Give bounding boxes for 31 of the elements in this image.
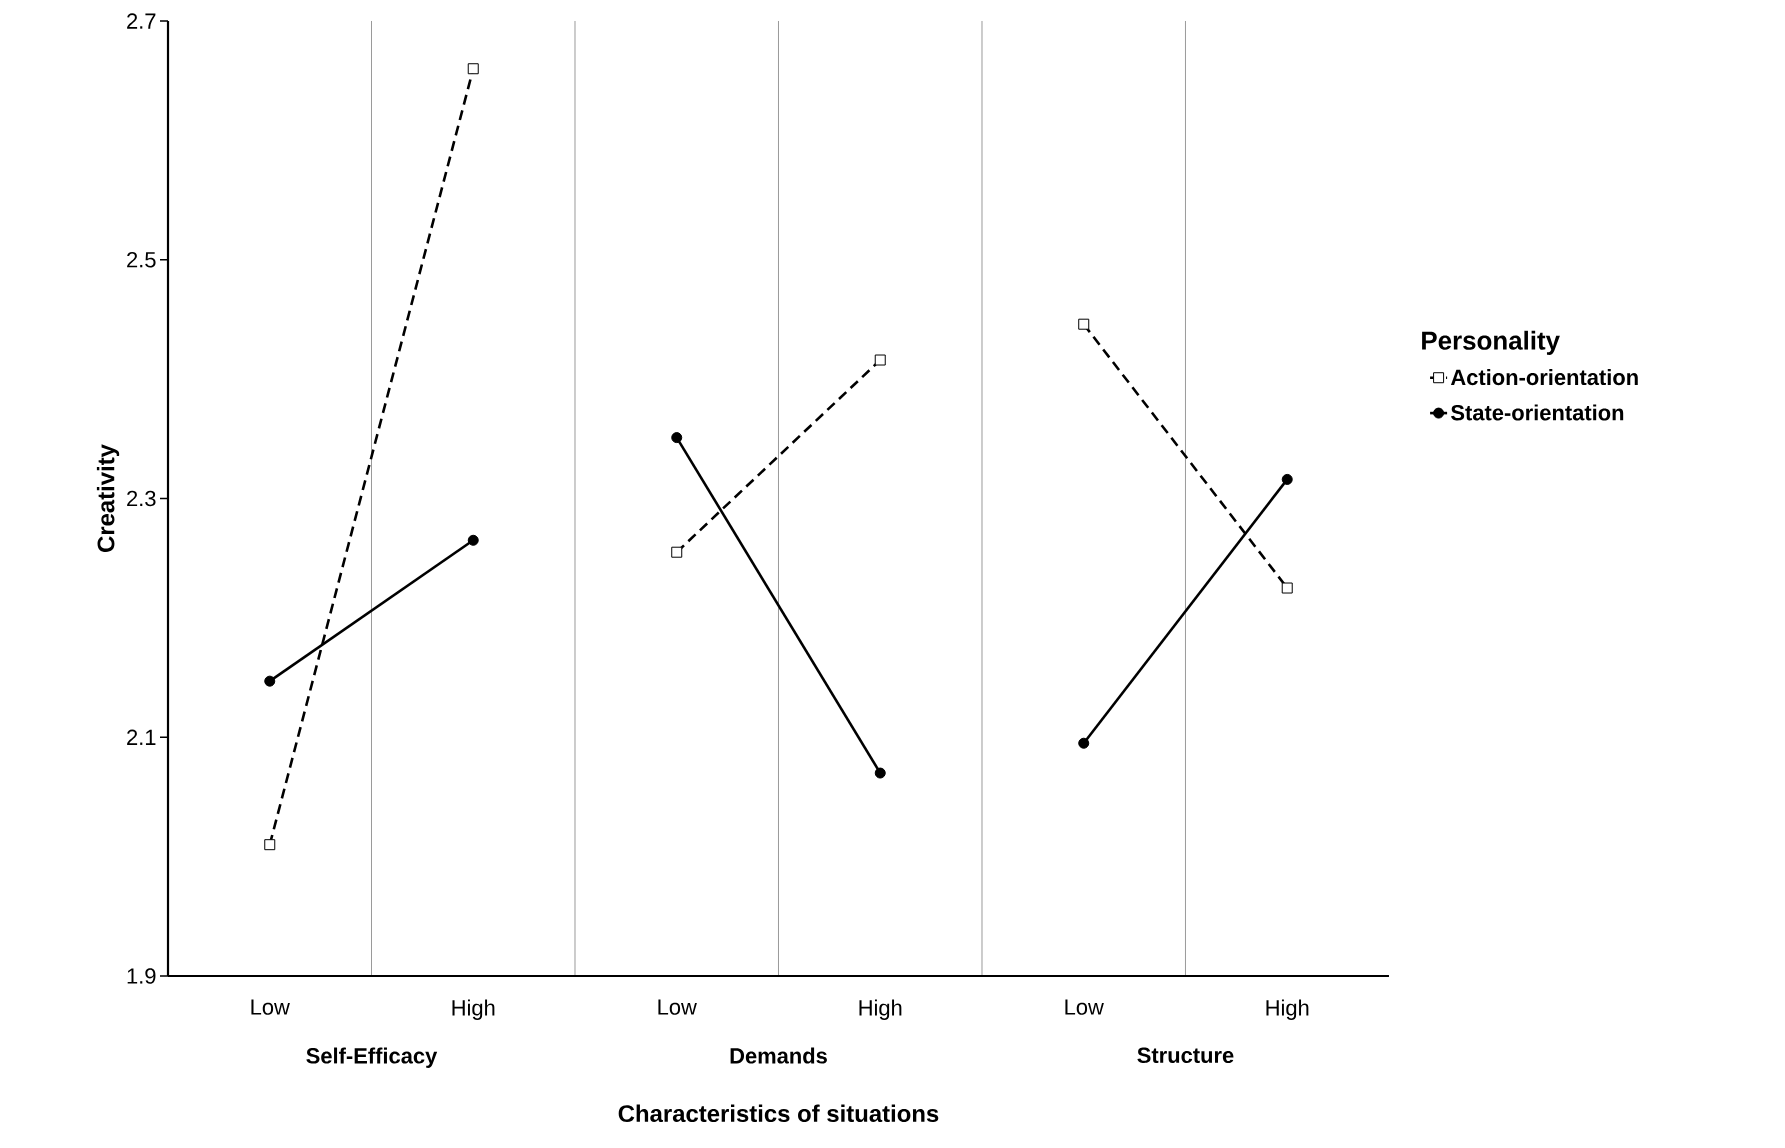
x-tick-label: Low	[251, 999, 290, 1015]
text: Self-Efficacy	[306, 1047, 438, 1068]
y-tick-label: 2.1	[127, 729, 156, 745]
point	[264, 675, 276, 687]
point	[264, 839, 276, 851]
point	[1281, 473, 1293, 485]
point	[874, 354, 886, 366]
text: Demands	[730, 1047, 827, 1064]
text: Structure	[1137, 1047, 1234, 1064]
point	[1078, 737, 1090, 749]
point	[874, 767, 886, 779]
point	[671, 432, 683, 444]
y-tick-label: 2.7	[127, 13, 156, 29]
x-tick-label: Low	[658, 999, 697, 1015]
point	[1078, 318, 1090, 330]
x-tick-label: High	[452, 999, 495, 1020]
x-tick-label: Low	[1065, 999, 1104, 1015]
point	[467, 534, 479, 546]
x-axis-title: Characteristics of situations	[618, 1104, 939, 1123]
y-tick-label: 2.3	[127, 490, 156, 507]
point	[1281, 582, 1293, 594]
y-axis-title: Creativity	[96, 444, 120, 552]
point	[671, 546, 683, 558]
x-tick-label: High	[1266, 999, 1309, 1020]
legend-label: Action-orientation	[1450, 369, 1638, 386]
y-tick-label: 1.9	[127, 968, 156, 984]
point	[467, 63, 479, 75]
y-tick-label: 2.5	[127, 251, 156, 268]
x-tick-label: High	[859, 999, 902, 1020]
legend-title: Personality	[1422, 330, 1560, 355]
legend-label: State-orientation	[1451, 404, 1624, 421]
